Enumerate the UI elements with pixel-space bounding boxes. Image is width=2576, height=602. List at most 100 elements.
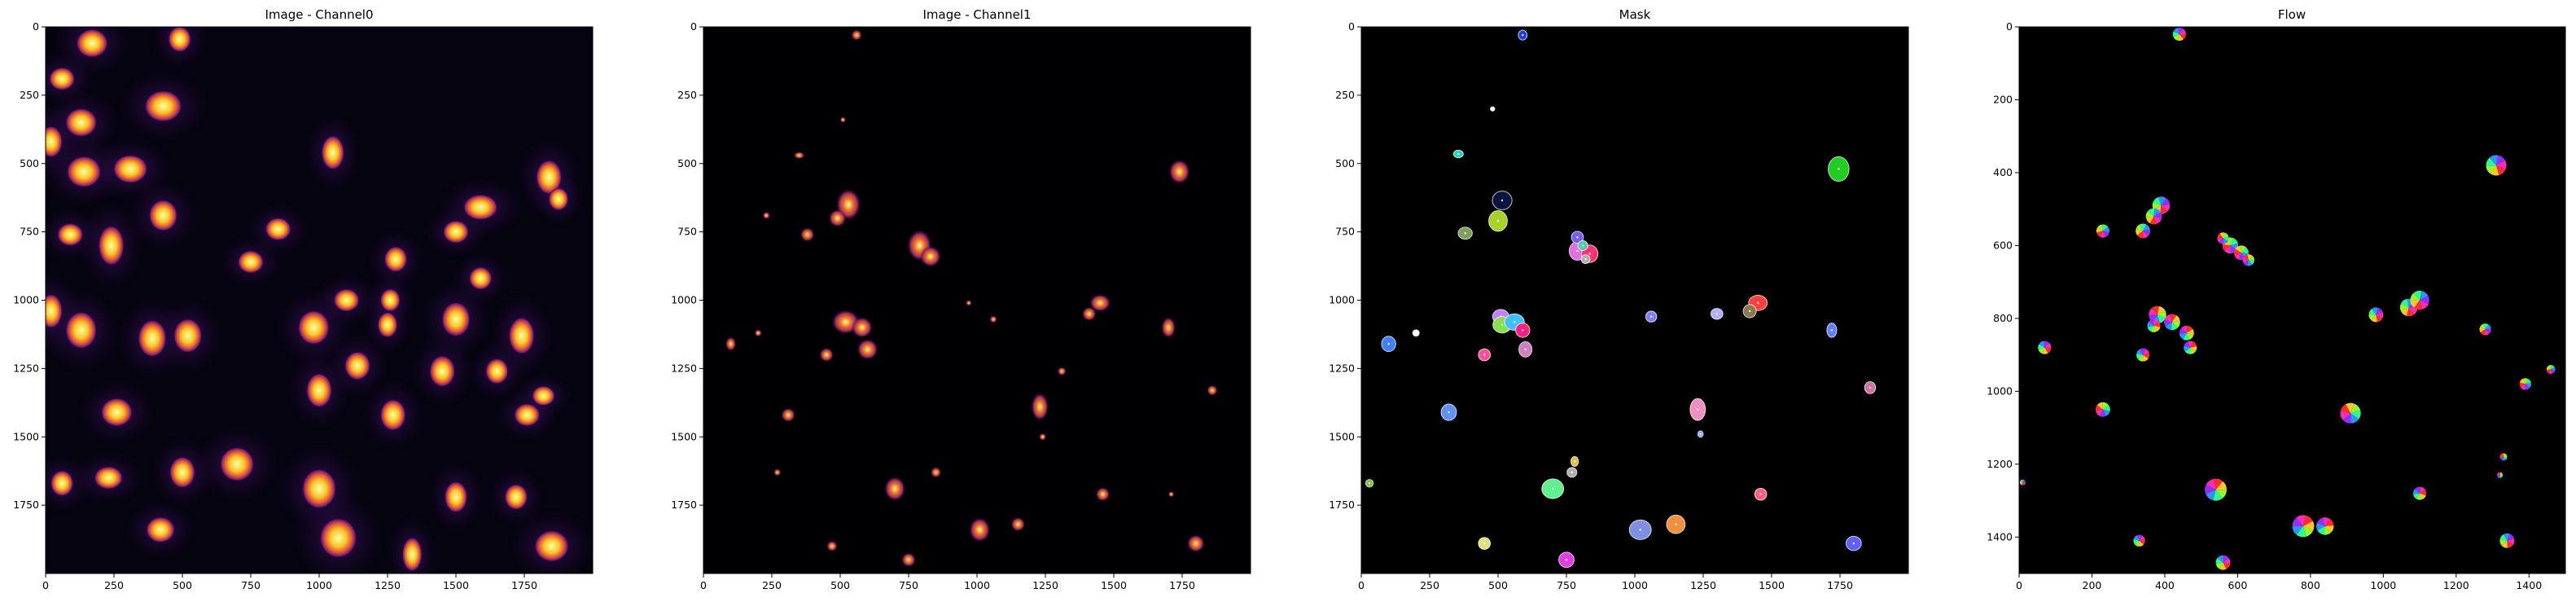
x-tick-label: 0 <box>700 579 707 591</box>
spot-mark <box>851 316 873 339</box>
mask-center-dot <box>1852 542 1855 545</box>
flow-sector <box>2096 402 2103 410</box>
spot-mark <box>1168 159 1190 185</box>
mask-center-dot <box>1830 329 1833 332</box>
flow-mark <box>2164 314 2180 331</box>
nuclei-layer <box>46 27 593 573</box>
flow-sector <box>2496 160 2507 169</box>
panel-mask: Mask 0 250 500 750 1000 1250 1500 1750 0 250 500 75… <box>1329 7 1909 591</box>
mask-center-dot <box>1415 332 1417 334</box>
flow-mark <box>2179 325 2194 341</box>
flow-sector <box>2420 291 2429 301</box>
flow-sector <box>2317 525 2325 535</box>
mask-center-dot <box>1565 559 1568 561</box>
flow-sector <box>2222 244 2231 252</box>
flow-sector <box>2414 300 2422 310</box>
flow-sector <box>2519 378 2526 384</box>
axes-frame <box>2018 26 2566 574</box>
flow-sector <box>2413 290 2422 301</box>
spot-mark <box>1089 293 1111 312</box>
flow-sector <box>2483 323 2489 330</box>
flow-sector <box>2420 493 2426 500</box>
y-tick-label: 1750 <box>13 499 39 511</box>
mask-center-dot <box>1522 33 1524 37</box>
flow-sector <box>2499 473 2504 477</box>
flow-sector <box>2215 490 2227 499</box>
x-tick-label: 500 <box>173 579 192 591</box>
flow-sector <box>2496 155 2506 165</box>
flow-sector <box>2147 321 2154 327</box>
nucleus-mark <box>173 319 202 353</box>
flow-sector <box>2247 260 2253 266</box>
flow-mark <box>2292 515 2315 538</box>
flow-sector <box>2136 349 2144 355</box>
panel-title: Image - Channel0 <box>265 7 373 22</box>
labels-layer <box>1365 29 1877 569</box>
mask-center-dot <box>1483 354 1486 356</box>
flow-sector <box>2489 155 2499 165</box>
nucleus-mark <box>66 312 97 349</box>
flow-sector <box>2350 410 2361 420</box>
flow-mark <box>2499 533 2515 548</box>
flow-sector <box>2551 367 2556 371</box>
mask-center-dot <box>1757 301 1759 305</box>
flow-sector <box>2136 534 2143 541</box>
flow-sector <box>2022 482 2026 486</box>
flow-sector <box>2139 539 2145 545</box>
flow-mark <box>2519 378 2531 390</box>
nucleus-mark <box>67 156 101 187</box>
flow-sector <box>2499 455 2504 459</box>
flow-mark <box>2499 453 2508 461</box>
flow-sector <box>2206 478 2216 490</box>
flow-sector <box>2158 196 2166 206</box>
flow-mark <box>2038 341 2052 354</box>
flow-sector <box>2157 314 2166 323</box>
nucleus-mark <box>509 318 534 354</box>
nucleus-mark <box>77 29 107 57</box>
flow-sector <box>2215 557 2223 565</box>
flow-sector <box>2507 538 2515 546</box>
flow-sector <box>2020 482 2023 486</box>
y-tick-label: 0 <box>690 20 697 33</box>
spot-mark <box>1207 384 1218 396</box>
x-tick-label: 250 <box>104 579 124 591</box>
flow-sector <box>2302 525 2314 537</box>
mask-center-dot <box>1868 386 1872 389</box>
flow-sector <box>2171 322 2178 331</box>
flow-sector <box>2548 365 2552 370</box>
flow-sector <box>2153 197 2162 206</box>
flow-sector <box>2485 328 2491 334</box>
flow-mark <box>2215 555 2231 570</box>
x-tick-label: 1000 <box>306 579 332 591</box>
flow-sector <box>2136 354 2144 359</box>
flow-sector <box>2145 210 2154 218</box>
flow-sector <box>2296 515 2306 526</box>
flow-sector <box>2296 525 2307 538</box>
flow-sector <box>2322 517 2330 526</box>
flow-sector <box>2496 165 2506 176</box>
flow-sector <box>2219 238 2224 244</box>
flow-sector <box>2134 540 2140 547</box>
flow-sector <box>2368 309 2377 315</box>
flow-sector <box>2143 224 2150 231</box>
spot-mark <box>819 347 834 363</box>
flow-sector <box>2188 341 2194 348</box>
flow-sector <box>2133 535 2140 541</box>
flow-sector <box>2519 382 2526 388</box>
nucleus-mark <box>535 530 568 561</box>
nucleus-mark <box>380 289 401 311</box>
flow-sector <box>2416 493 2422 500</box>
flow-sector <box>2152 202 2162 210</box>
x-tick-label: 1000 <box>2370 579 2396 591</box>
flow-sector <box>2179 332 2187 340</box>
flow-sector <box>2503 453 2507 457</box>
flow-sector <box>2230 238 2238 246</box>
x-tick-label: 1500 <box>443 579 469 591</box>
flow-sector <box>2223 562 2231 569</box>
flow-sector <box>2407 307 2415 317</box>
nucleus-mark <box>515 403 540 426</box>
spot-mark <box>969 517 991 543</box>
nucleus-mark <box>265 218 291 240</box>
spot-mark <box>773 468 782 477</box>
